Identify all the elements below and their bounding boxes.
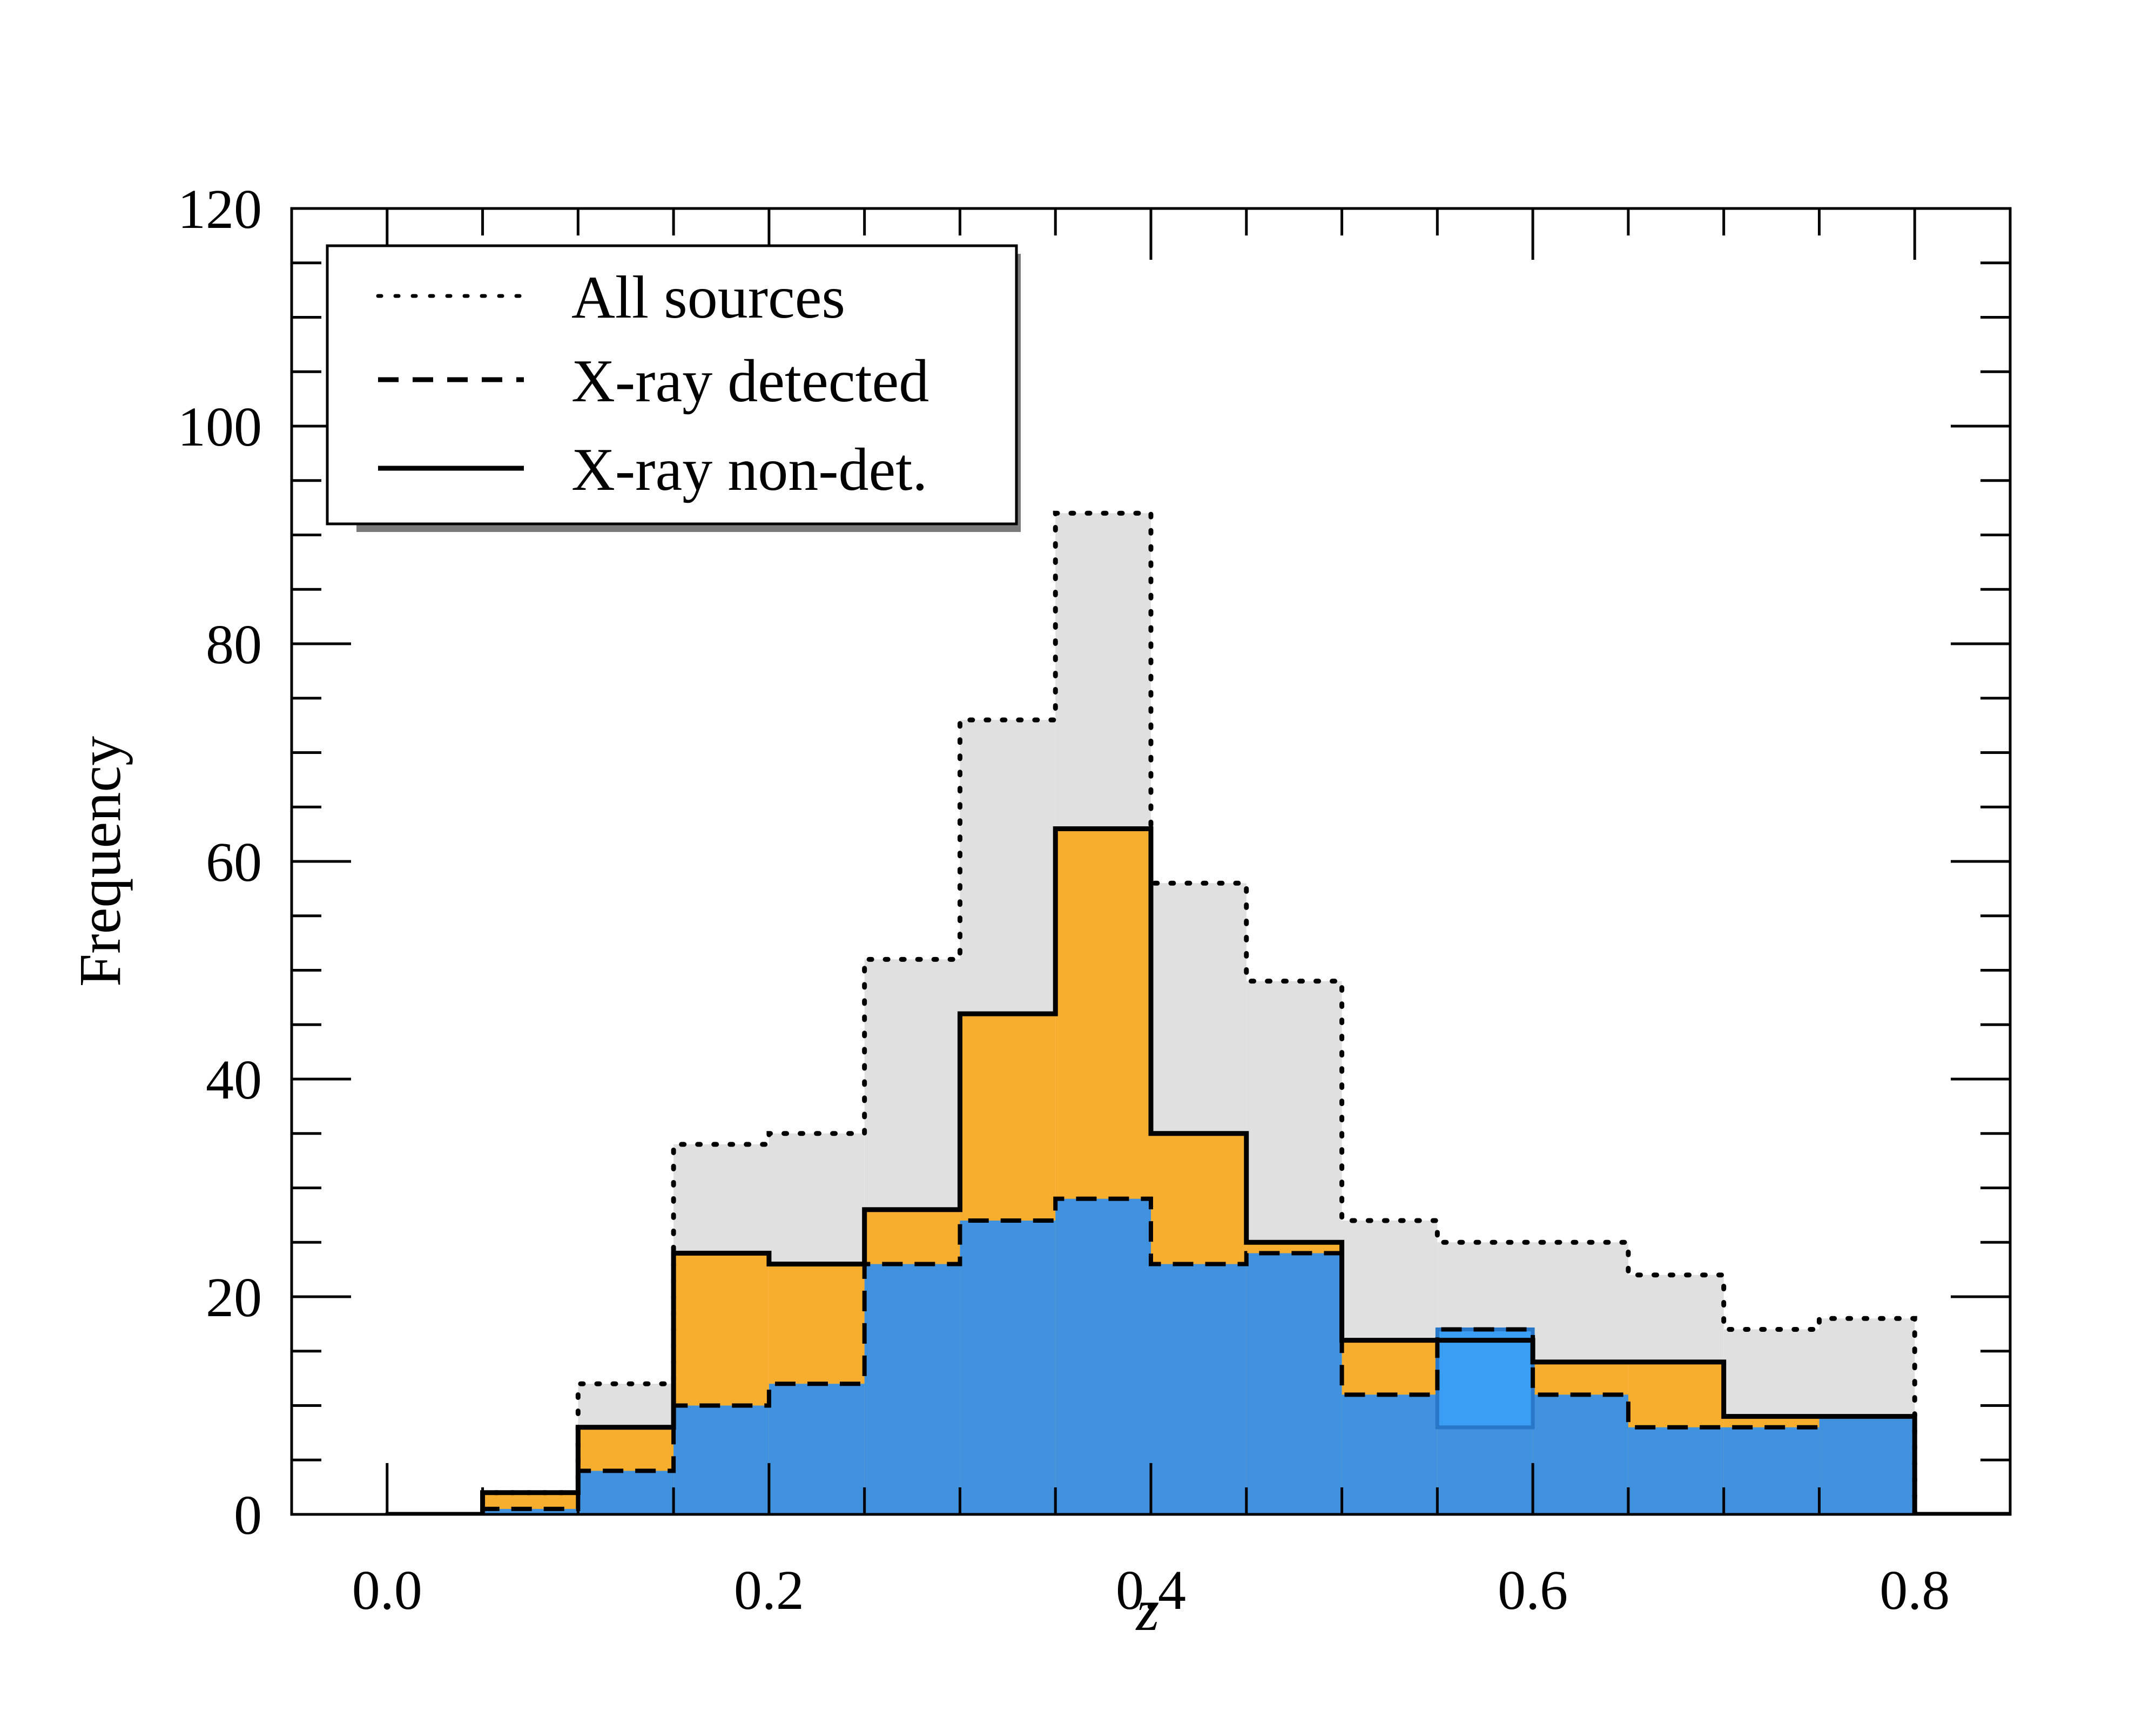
bar-x-ray-detected-1 xyxy=(482,1508,578,1514)
bar-x-ray-detected-12 xyxy=(1533,1394,1628,1514)
bar-x-ray-detected-6 xyxy=(960,1220,1056,1514)
y-tick-label: 20 xyxy=(206,1266,262,1329)
x-axis-label: z xyxy=(1135,1577,1160,1643)
bar-x-ray-detected-4 xyxy=(769,1384,865,1514)
x-tick-label: 0.6 xyxy=(1498,1559,1568,1621)
bar-x-ray-detected-5 xyxy=(864,1264,960,1514)
y-axis-label: Frequency xyxy=(67,736,133,987)
bar-x-ray-detected-2 xyxy=(578,1471,674,1514)
y-tick-label: 120 xyxy=(178,178,262,240)
y-tick-label: 0 xyxy=(234,1484,262,1546)
bar-x-ray-detected-10 xyxy=(1342,1394,1438,1514)
y-tick-label: 40 xyxy=(206,1049,262,1111)
x-tick-label: 0.2 xyxy=(734,1559,804,1621)
legend: All sources X-ray detected X-ray non-det… xyxy=(326,244,1021,532)
bar-x-ray-detected-9 xyxy=(1246,1253,1342,1514)
x-tick-label: 0.0 xyxy=(352,1559,422,1621)
legend-label-xray-nondet: X-ray non-det. xyxy=(571,436,927,503)
y-tick-label: 100 xyxy=(178,396,262,458)
tick-labels: 0.0 0.2 0.4 0.6 0.8 0 20 40 60 80 100 120 xyxy=(178,178,1950,1621)
step-x-ray-non-det xyxy=(387,826,2010,1514)
step-x-ray-detected xyxy=(387,1196,2010,1514)
bar-x-ray-detected-15 xyxy=(1819,1416,1915,1514)
bar-x-ray-detected-3 xyxy=(673,1405,769,1514)
legend-label-xray-detected: X-ray detected xyxy=(571,348,929,415)
legend-label-all-sources: All sources xyxy=(571,264,845,331)
highlight-bin xyxy=(1435,1327,1535,1430)
bar-x-ray-detected-13 xyxy=(1628,1427,1724,1514)
legend-box xyxy=(326,244,1018,525)
histogram-fills xyxy=(482,513,1915,1514)
bar-x-ray-detected-14 xyxy=(1723,1427,1820,1514)
x-tick-label: 0.8 xyxy=(1879,1559,1950,1621)
y-tick-label: 80 xyxy=(206,614,262,676)
x-tick-label: 0.4 xyxy=(1116,1559,1186,1621)
y-tick-label: 60 xyxy=(206,831,262,893)
plot-frame xyxy=(290,207,2012,1516)
histogram-outlines xyxy=(385,510,2010,1514)
bar-x-ray-detected-7 xyxy=(1055,1198,1151,1514)
bar-x-ray-detected-8 xyxy=(1151,1264,1247,1514)
